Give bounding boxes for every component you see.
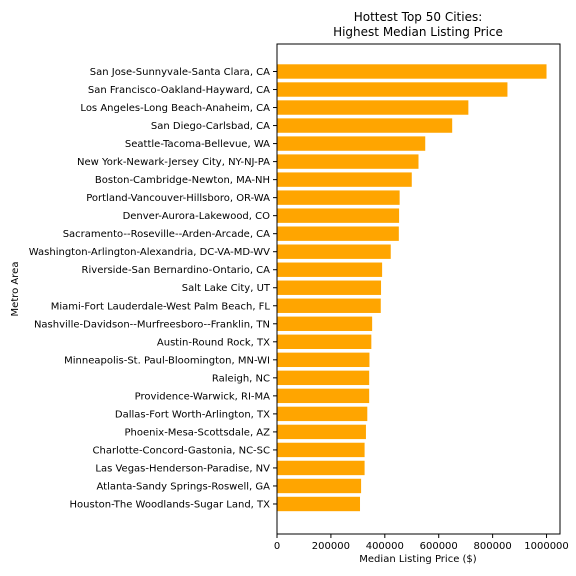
bar bbox=[277, 460, 365, 476]
category-label: Boston-Cambridge-Newton, MA-NH bbox=[95, 175, 270, 186]
category-label: Washington-Arlington-Alexandria, DC-VA-M… bbox=[29, 247, 270, 258]
bar bbox=[277, 244, 391, 259]
bar bbox=[277, 82, 508, 97]
bar bbox=[277, 136, 426, 151]
bar bbox=[277, 388, 370, 404]
bar bbox=[277, 154, 419, 169]
category-labels-group: San Jose-Sunnyvale-Santa Clara, CA San Fr… bbox=[29, 67, 277, 510]
bar bbox=[277, 496, 361, 512]
chart-title-line-2: Highest Median Listing Price bbox=[333, 25, 503, 39]
category-label: Riverside-San Bernardino-Ontario, CA bbox=[82, 265, 271, 276]
category-label: Houston-The Woodlands-Sugar Land, TX bbox=[70, 499, 271, 510]
bar bbox=[277, 352, 370, 368]
category-label: Minneapolis-St. Paul-Bloomington, MN-WI bbox=[64, 355, 270, 366]
bar bbox=[277, 172, 412, 187]
category-label: San Diego-Carlsbad, CA bbox=[151, 121, 270, 132]
x-tick-label: 400000 bbox=[366, 541, 404, 552]
bar bbox=[277, 406, 368, 422]
category-label: Salt Lake City, UT bbox=[182, 283, 271, 294]
category-label: Raleigh, NC bbox=[212, 373, 270, 384]
bar bbox=[277, 190, 400, 205]
category-label: Dallas-Fort Worth-Arlington, TX bbox=[115, 409, 270, 420]
category-label: Las Vegas-Henderson-Paradise, NV bbox=[95, 463, 270, 474]
bar bbox=[277, 298, 381, 313]
category-label: Phoenix-Mesa-Scottsdale, AZ bbox=[125, 427, 271, 438]
bar bbox=[277, 280, 382, 295]
bar bbox=[277, 334, 372, 349]
category-label: Denver-Aurora-Lakewood, CO bbox=[123, 211, 271, 222]
category-label: Austin-Round Rock, TX bbox=[157, 337, 270, 348]
category-label: Atlanta-Sandy Springs-Roswell, GA bbox=[97, 481, 271, 492]
category-label: San Jose-Sunnyvale-Santa Clara, CA bbox=[90, 67, 270, 78]
bar bbox=[277, 262, 383, 277]
bar bbox=[277, 316, 373, 331]
bar bbox=[277, 478, 362, 494]
category-label: Los Angeles-Long Beach-Anaheim, CA bbox=[80, 103, 270, 114]
category-label: San Francisco-Oakland-Hayward, CA bbox=[88, 85, 270, 96]
bar bbox=[277, 424, 366, 440]
x-axis-label: Median Listing Price ($) bbox=[359, 554, 477, 565]
category-label: Nashville-Davidson--Murfreesboro--Frankl… bbox=[34, 319, 270, 330]
bar bbox=[277, 442, 365, 458]
category-label: Seattle-Tacoma-Bellevue, WA bbox=[125, 139, 270, 150]
category-label: Providence-Warwick, RI-MA bbox=[135, 391, 270, 402]
x-tick-label: 0 bbox=[274, 541, 280, 552]
plot-frame bbox=[276, 43, 561, 535]
bar bbox=[277, 118, 453, 133]
bar bbox=[277, 226, 399, 241]
bar bbox=[277, 64, 547, 79]
category-label: New York-Newark-Jersey City, NY-NJ-PA bbox=[77, 157, 270, 168]
bars-group bbox=[277, 64, 547, 512]
x-tick-label: 600000 bbox=[420, 541, 458, 552]
x-tick-label: 800000 bbox=[474, 541, 512, 552]
chart-title-line-1: Hottest Top 50 Cities: bbox=[354, 10, 483, 24]
category-label: Miami-Fort Lauderdale-West Palm Beach, F… bbox=[51, 301, 271, 312]
y-axis-label: Metro Area bbox=[10, 262, 21, 317]
x-tick-label: 200000 bbox=[312, 541, 350, 552]
bar bbox=[277, 370, 370, 386]
category-label: Sacramento--Roseville--Arden-Arcade, CA bbox=[63, 229, 270, 240]
bar bbox=[277, 208, 400, 223]
category-label: Charlotte-Concord-Gastonia, NC-SC bbox=[93, 445, 271, 456]
x-ticks-group: 0 200000 400000 600000 800000 1000000 bbox=[274, 534, 569, 552]
category-label: Portland-Vancouver-Hillsboro, OR-WA bbox=[86, 193, 270, 204]
x-tick-label: 1000000 bbox=[524, 541, 569, 552]
bar bbox=[277, 100, 469, 115]
